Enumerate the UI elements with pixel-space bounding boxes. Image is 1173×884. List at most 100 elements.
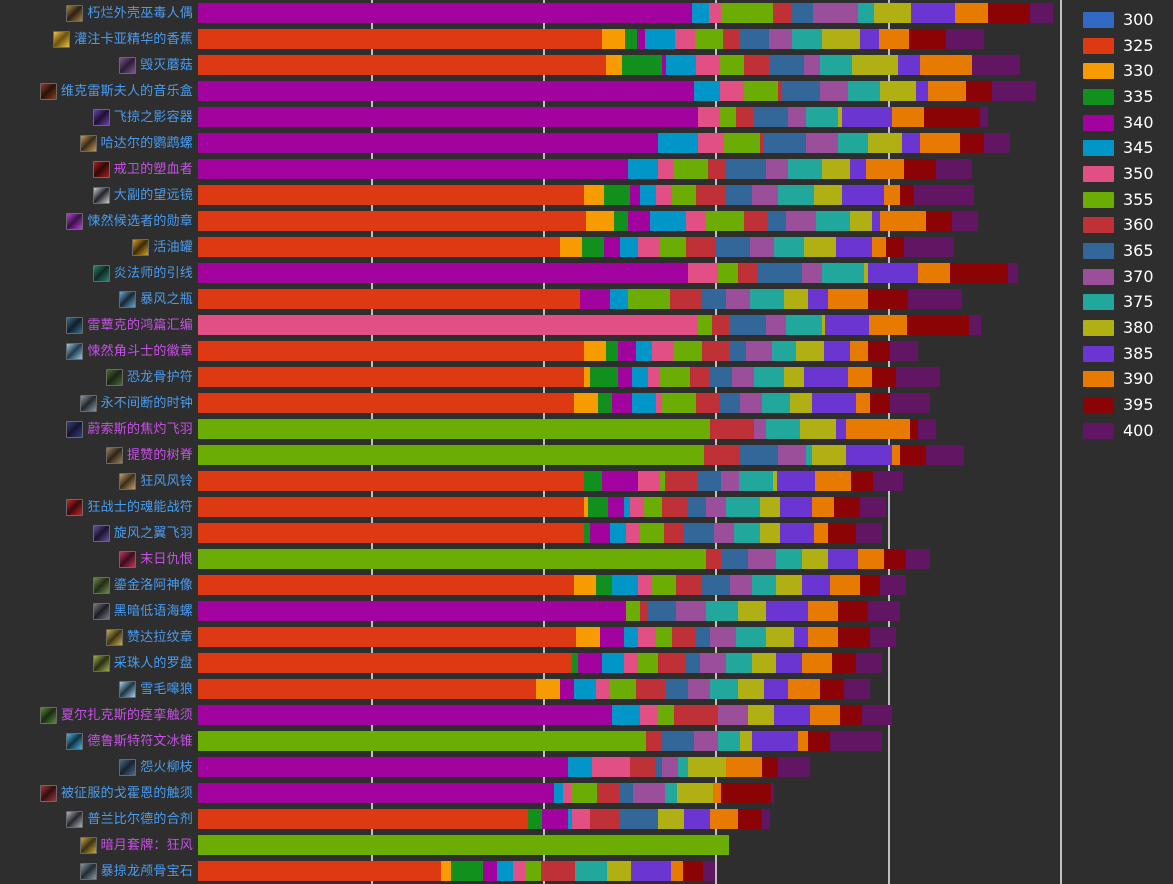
bar-segment-380[interactable] <box>814 185 842 205</box>
bar-segment-375[interactable] <box>754 367 784 387</box>
bar-segment-385[interactable] <box>846 445 892 465</box>
bar-segment-400[interactable] <box>762 809 770 829</box>
bar-segment-385[interactable] <box>911 3 955 23</box>
row-label[interactable]: 戒卫的塑血者 <box>0 158 193 180</box>
bar-segment-370[interactable] <box>730 575 752 595</box>
bar-segment-370[interactable] <box>732 367 754 387</box>
stacked-bar[interactable] <box>198 341 918 361</box>
bar-segment-355[interactable] <box>695 29 723 49</box>
bar-segment-345[interactable] <box>497 861 513 881</box>
bar-segment-360[interactable] <box>760 133 764 153</box>
bar-row[interactable]: 朽烂外壳巫毒人偶 <box>0 0 1070 26</box>
bar-segment-365[interactable] <box>666 679 688 699</box>
item-name[interactable]: 暗月套牌：狂风 <box>100 837 193 853</box>
bar-segment-380[interactable] <box>748 705 774 725</box>
item-icon[interactable] <box>39 82 57 100</box>
bar-segment-355[interactable] <box>656 627 672 647</box>
bar-segment-395[interactable] <box>884 549 906 569</box>
bar-segment-350[interactable] <box>626 523 640 543</box>
bar-segment-400[interactable] <box>778 757 810 777</box>
bar-segment-355[interactable] <box>660 237 686 257</box>
bar-segment-380[interactable] <box>677 783 713 803</box>
bar-segment-335[interactable] <box>625 29 637 49</box>
bar-segment-370[interactable] <box>786 211 816 231</box>
bar-segment-390[interactable] <box>856 393 870 413</box>
bar-segment-330[interactable] <box>560 237 582 257</box>
bar-segment-400[interactable] <box>906 549 930 569</box>
bar-segment-360[interactable] <box>674 705 718 725</box>
item-name[interactable]: 雪毛嗥狼 <box>140 681 193 697</box>
bar-segment-355[interactable] <box>672 185 696 205</box>
bar-segment-380[interactable] <box>752 653 776 673</box>
bar-segment-380[interactable] <box>760 523 780 543</box>
item-name[interactable]: 蔚索斯的焦灼飞羽 <box>87 421 193 437</box>
bar-segment-360[interactable] <box>702 341 730 361</box>
bar-segment-360[interactable] <box>665 471 697 491</box>
stacked-bar[interactable] <box>198 211 978 231</box>
bar-segment-360[interactable] <box>690 367 710 387</box>
bar-segment-385[interactable] <box>828 549 858 569</box>
bar-row[interactable]: 普兰比尔德的合剂 <box>0 806 1070 832</box>
bar-row[interactable]: 采珠人的罗盘 <box>0 650 1070 676</box>
row-label[interactable]: 提赞的树脊 <box>0 444 193 466</box>
stacked-bar[interactable] <box>198 133 1010 153</box>
bar-segment-380[interactable] <box>864 263 868 283</box>
bar-segment-365[interactable] <box>684 523 714 543</box>
bar-segment-350[interactable] <box>198 315 698 335</box>
bar-segment-360[interactable] <box>736 107 754 127</box>
bar-segment-400[interactable] <box>873 471 903 491</box>
bar-row[interactable]: 蔚索斯的焦灼飞羽 <box>0 416 1070 442</box>
bar-segment-360[interactable] <box>590 809 620 829</box>
legend-item-300[interactable]: 300 <box>1083 7 1169 33</box>
bar-segment-330[interactable] <box>584 341 606 361</box>
bar-segment-395[interactable] <box>738 809 762 829</box>
bar-segment-335[interactable] <box>598 393 612 413</box>
bar-segment-345[interactable] <box>694 81 720 101</box>
bar-segment-340[interactable] <box>602 471 638 491</box>
bar-segment-385[interactable] <box>824 341 850 361</box>
bar-segment-360[interactable] <box>704 445 740 465</box>
bar-segment-380[interactable] <box>776 575 802 595</box>
row-label[interactable]: 旋风之翼飞羽 <box>0 522 193 544</box>
bar-segment-345[interactable] <box>612 575 638 595</box>
bar-segment-375[interactable] <box>848 81 880 101</box>
bar-segment-340[interactable] <box>604 237 620 257</box>
bar-segment-360[interactable] <box>696 393 720 413</box>
bar-segment-355[interactable] <box>628 289 670 309</box>
bar-segment-395[interactable] <box>907 315 969 335</box>
bar-segment-375[interactable] <box>750 289 784 309</box>
bar-segment-400[interactable] <box>890 393 930 413</box>
bar-segment-375[interactable] <box>739 471 773 491</box>
bar-segment-395[interactable] <box>966 81 992 101</box>
bar-segment-340[interactable] <box>662 55 666 75</box>
bar-segment-385[interactable] <box>631 861 671 881</box>
bar-segment-380[interactable] <box>773 471 777 491</box>
bar-segment-345[interactable] <box>632 367 648 387</box>
bar-segment-355[interactable] <box>718 263 738 283</box>
bar-row[interactable]: 被征服的戈霍恩的触须 <box>0 780 1070 806</box>
bar-row[interactable]: 末日仇恨 <box>0 546 1070 572</box>
bar-segment-400[interactable] <box>856 523 882 543</box>
bar-row[interactable]: 提赞的树脊 <box>0 442 1070 468</box>
bar-segment-375[interactable] <box>726 653 752 673</box>
bar-segment-345[interactable] <box>612 705 640 725</box>
bar-segment-325[interactable] <box>198 653 572 673</box>
item-icon[interactable] <box>92 524 110 542</box>
item-name[interactable]: 普兰比尔德的合剂 <box>87 811 193 827</box>
row-label[interactable]: 活油罐 <box>0 236 193 258</box>
bar-segment-325[interactable] <box>198 393 574 413</box>
bar-segment-370[interactable] <box>806 133 838 153</box>
bar-segment-375[interactable] <box>858 3 874 23</box>
bar-segment-375[interactable] <box>736 627 766 647</box>
bar-segment-355[interactable] <box>698 315 712 335</box>
bar-segment-380[interactable] <box>784 289 808 309</box>
bar-segment-375[interactable] <box>816 211 850 231</box>
bar-segment-400[interactable] <box>862 705 892 725</box>
bar-segment-345[interactable] <box>624 497 630 517</box>
row-label[interactable]: 永不间断的时钟 <box>0 392 193 414</box>
bar-segment-390[interactable] <box>671 861 683 881</box>
bar-segment-375[interactable] <box>678 757 688 777</box>
bar-segment-390[interactable] <box>848 367 872 387</box>
bar-segment-375[interactable] <box>820 55 852 75</box>
bar-segment-325[interactable] <box>198 367 584 387</box>
